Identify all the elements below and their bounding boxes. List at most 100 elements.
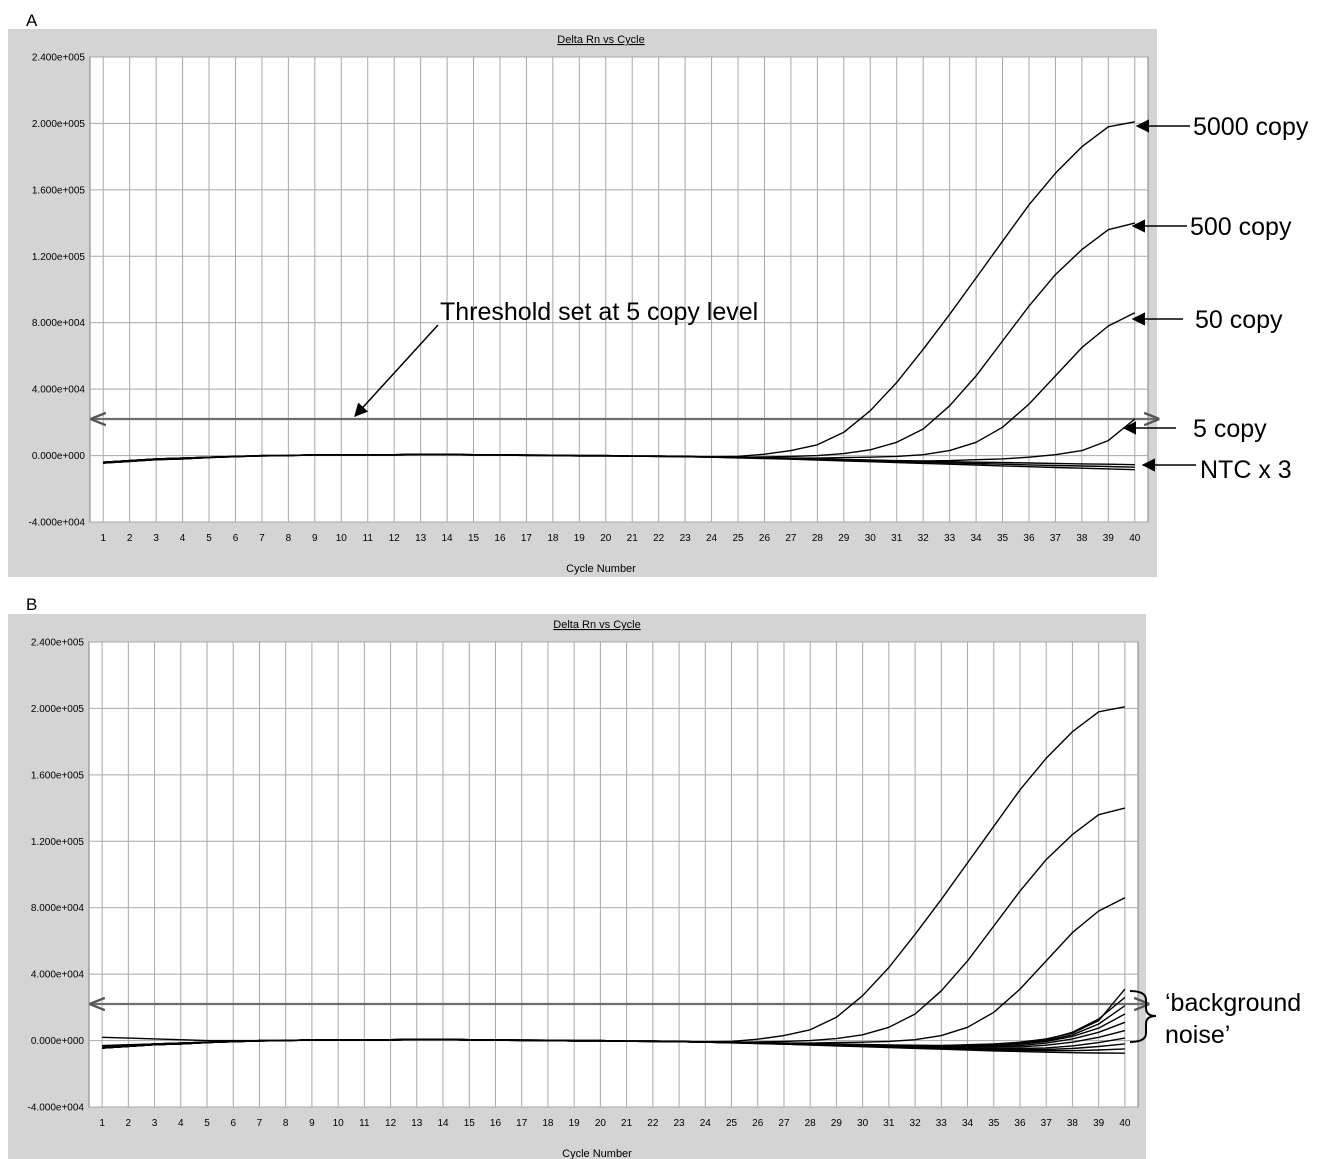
x-tick-label: 20 xyxy=(595,1118,607,1129)
series-line-13 xyxy=(102,1038,1125,1054)
y-tick-label: 0.000e+000 xyxy=(32,451,86,462)
x-tick-label: 22 xyxy=(653,533,665,544)
x-tick-label: 4 xyxy=(180,533,186,544)
x-tick-label: 12 xyxy=(389,533,401,544)
x-tick-label: 7 xyxy=(257,1118,263,1129)
chart-a-xlabel: Cycle Number xyxy=(566,563,636,575)
x-tick-label: 1 xyxy=(100,533,106,544)
x-tick-label: 33 xyxy=(936,1118,948,1129)
x-tick-label: 9 xyxy=(309,1118,315,1129)
x-tick-label: 26 xyxy=(759,533,771,544)
y-tick-label: 1.200e+005 xyxy=(31,837,85,848)
x-tick-label: 12 xyxy=(385,1118,397,1129)
chart-b-xlabel: Cycle Number xyxy=(562,1148,632,1159)
x-tick-label: 4 xyxy=(178,1118,184,1129)
y-tick-label: 0.000e+000 xyxy=(31,1036,85,1047)
x-tick-label: 19 xyxy=(574,533,586,544)
x-tick-label: 2 xyxy=(126,1118,132,1129)
x-tick-label: 28 xyxy=(805,1118,817,1129)
x-tick-label: 34 xyxy=(971,533,983,544)
chart-a-title: Delta Rn vs Cycle xyxy=(557,34,644,46)
x-tick-label: 21 xyxy=(621,1118,633,1129)
x-tick-label: 24 xyxy=(700,1118,712,1129)
y-tick-label: 1.600e+005 xyxy=(32,185,86,196)
x-tick-label: 6 xyxy=(230,1118,236,1129)
x-tick-label: 28 xyxy=(812,533,824,544)
threshold-annotation: Threshold set at 5 copy level xyxy=(440,298,758,326)
x-tick-label: 15 xyxy=(468,533,480,544)
x-tick-label: 30 xyxy=(857,1118,869,1129)
plot-area xyxy=(89,56,1149,523)
x-tick-label: 1 xyxy=(99,1118,105,1129)
label-background-noise-2: noise’ xyxy=(1165,1021,1230,1049)
y-tick-label: 1.200e+005 xyxy=(32,252,86,263)
x-tick-label: 2 xyxy=(127,533,133,544)
x-tick-label: 36 xyxy=(1023,533,1035,544)
x-tick-label: 18 xyxy=(547,533,559,544)
x-tick-label: 21 xyxy=(627,533,639,544)
y-tick-label: 2.000e+005 xyxy=(31,704,85,715)
x-tick-label: 39 xyxy=(1093,1118,1105,1129)
x-tick-label: 34 xyxy=(962,1118,974,1129)
x-tick-label: 35 xyxy=(997,533,1009,544)
x-tick-label: 35 xyxy=(988,1118,1000,1129)
y-tick-label: 2.400e+005 xyxy=(31,638,85,649)
x-tick-label: 17 xyxy=(521,533,533,544)
x-tick-label: 19 xyxy=(569,1118,581,1129)
x-tick-label: 27 xyxy=(785,533,797,544)
x-tick-label: 10 xyxy=(336,533,348,544)
x-tick-label: 14 xyxy=(437,1118,449,1129)
chart-b-title: Delta Rn vs Cycle xyxy=(553,619,640,631)
x-tick-label: 33 xyxy=(944,533,956,544)
x-tick-label: 16 xyxy=(494,533,506,544)
x-tick-label: 3 xyxy=(152,1118,158,1129)
x-tick-label: 31 xyxy=(883,1118,895,1129)
x-tick-label: 5 xyxy=(206,533,212,544)
label-5-copy: 5 copy xyxy=(1193,415,1267,443)
x-tick-label: 27 xyxy=(778,1118,790,1129)
x-tick-label: 14 xyxy=(442,533,454,544)
x-tick-label: 10 xyxy=(333,1118,345,1129)
x-tick-label: 24 xyxy=(706,533,718,544)
x-tick-label: 32 xyxy=(918,533,930,544)
chart-a-plot: 1 2 3 4 5 6 7 8 9 10 11 12 13 14 15 16 17 18 19 20 21 22 23 24 2… xyxy=(29,53,1158,544)
x-tick-label: 7 xyxy=(259,533,265,544)
x-tick-label: 23 xyxy=(674,1118,686,1129)
y-tick-label: 1.600e+005 xyxy=(31,770,85,781)
x-tick-label: 29 xyxy=(838,533,850,544)
panel-letter-a: A xyxy=(26,11,38,30)
y-tick-label: 4.000e+004 xyxy=(31,970,85,981)
x-tick-label: 31 xyxy=(891,533,903,544)
x-tick-label: 11 xyxy=(363,533,374,544)
label-500-copy: 500 copy xyxy=(1190,213,1292,241)
x-tick-label: 8 xyxy=(286,533,292,544)
y-tick-label: 8.000e+004 xyxy=(32,318,86,329)
label-50-copy: 50 copy xyxy=(1195,306,1283,334)
x-tick-label: 40 xyxy=(1119,1118,1131,1129)
x-tick-label: 37 xyxy=(1041,1118,1053,1129)
label-5000-copy: 5000 copy xyxy=(1193,113,1309,141)
x-tick-label: 38 xyxy=(1067,1118,1079,1129)
x-tick-label: 37 xyxy=(1050,533,1062,544)
x-tick-label: 6 xyxy=(233,533,239,544)
x-tick-label: 18 xyxy=(542,1118,554,1129)
x-tick-label: 5 xyxy=(204,1118,210,1129)
x-tick-label: 9 xyxy=(312,533,318,544)
label-ntc: NTC x 3 xyxy=(1200,456,1292,484)
y-tick-label: 2.000e+005 xyxy=(32,119,86,130)
y-tick-label: 4.000e+004 xyxy=(32,385,86,396)
x-tick-label: 25 xyxy=(732,533,744,544)
x-tick-label: 23 xyxy=(680,533,692,544)
x-tick-label: 29 xyxy=(831,1118,843,1129)
threshold-arrow xyxy=(354,324,439,417)
x-tick-label: 17 xyxy=(516,1118,528,1129)
x-tick-label: 26 xyxy=(752,1118,764,1129)
y-tick-label: -4.000e+004 xyxy=(29,518,86,529)
label-background-noise-1: ‘background xyxy=(1165,989,1301,1017)
y-tick-label: 8.000e+004 xyxy=(31,903,85,914)
x-tick-label: 20 xyxy=(600,533,612,544)
y-tick-label: 2.400e+005 xyxy=(32,53,86,64)
